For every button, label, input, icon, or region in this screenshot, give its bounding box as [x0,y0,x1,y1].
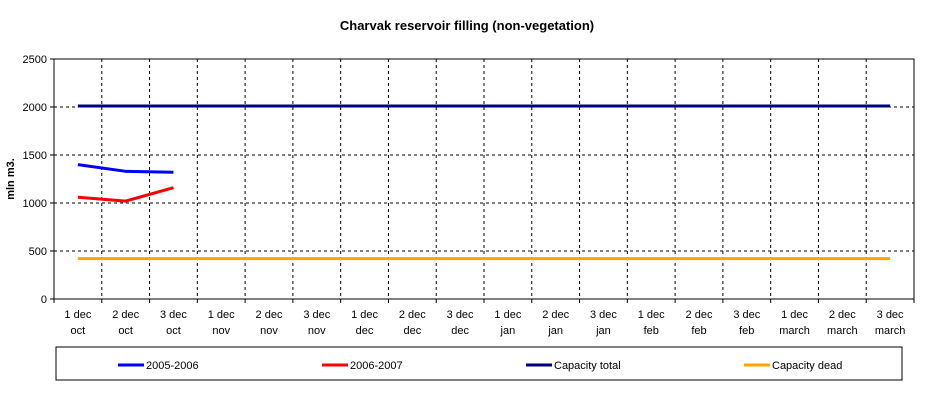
series-line-0 [77,163,174,174]
legend-label-2: Capacity total [554,360,621,372]
grid [54,59,914,299]
x-tick-label-17-line2: march [875,325,906,337]
x-tick-label-0-line1: 1 dec [64,309,91,321]
y-tick-label-4: 2000 [23,102,47,114]
x-tick-label-17-line1: 3 dec [877,309,904,321]
legend-items: 2005-2006 2006-2007 Capacity total Capacity… [118,360,842,372]
y-tick-label-5: 2500 [23,54,47,66]
x-tick-label-1-line1: 2 dec [112,309,139,321]
y-tick-label-0: 0 [41,294,47,306]
x-tick-label-8-line1: 3 dec [447,309,474,321]
x-tick-label-12-line2: feb [644,325,659,337]
x-tick-label-6-line1: 1 dec [351,309,378,321]
x-tick-label-7-line1: 2 dec [399,309,426,321]
x-tick-label-2-line2: oct [166,325,181,337]
legend-label-3: Capacity dead [772,360,842,372]
x-tick-label-0-line2: oct [71,325,86,337]
y-ticks: 0 500 1000 1500 2000 2500 [23,54,54,306]
legend [55,346,903,381]
legend-label-0: 2005-2006 [146,360,199,372]
legend-label-1: 2006-2007 [350,360,403,372]
x-tick-label-9-line1: 1 dec [494,309,521,321]
x-tick-label-7-line2: dec [403,325,421,337]
x-tick-label-13-line1: 2 dec [686,309,713,321]
x-tick-label-3-line2: nov [212,325,230,337]
series [77,104,891,261]
x-tick-label-15-line1: 1 dec [781,309,808,321]
x-tick-label-5-line1: 3 dec [303,309,330,321]
x-tick-label-13-line2: feb [691,325,706,337]
x-tick-label-2-line1: 3 dec [160,309,187,321]
x-tick-label-14-line2: feb [739,325,754,337]
x-tick-label-4-line2: nov [260,325,278,337]
x-tick-label-16-line2: march [827,325,858,337]
x-tick-label-12-line1: 1 dec [638,309,665,321]
x-tick-label-14-line1: 3 dec [733,309,760,321]
x-tick-label-3-line1: 1 dec [208,309,235,321]
x-tick-label-6-line2: dec [356,325,374,337]
x-tick-label-5-line2: nov [308,325,326,337]
x-tick-label-1-line2: oct [118,325,133,337]
y-tick-label-1: 500 [29,246,47,258]
x-tick-label-9-line2: jan [500,325,516,337]
x-tick-label-11-line1: 3 dec [590,309,617,321]
x-tick-label-4-line1: 2 dec [256,309,283,321]
x-tick-label-11-line2: jan [595,325,611,337]
x-tick-label-10-line1: 2 dec [542,309,569,321]
x-tick-label-8-line2: dec [451,325,469,337]
x-tick-label-16-line1: 2 dec [829,309,856,321]
x-tick-label-15-line2: march [779,325,810,337]
series-line-1 [77,186,174,203]
x-tick-label-10-line2: jan [547,325,563,337]
x-ticks: 1 dec oct 2 dec oct 3 dec oct 1 dec nov 2 dec nov… [53,299,915,337]
y-axis-label: mln m3. [5,158,17,200]
y-tick-label-2: 1000 [23,198,47,210]
chart-title: Charvak reservoir filling (non-vegetatio… [340,18,594,33]
y-tick-label-3: 1500 [23,150,47,162]
